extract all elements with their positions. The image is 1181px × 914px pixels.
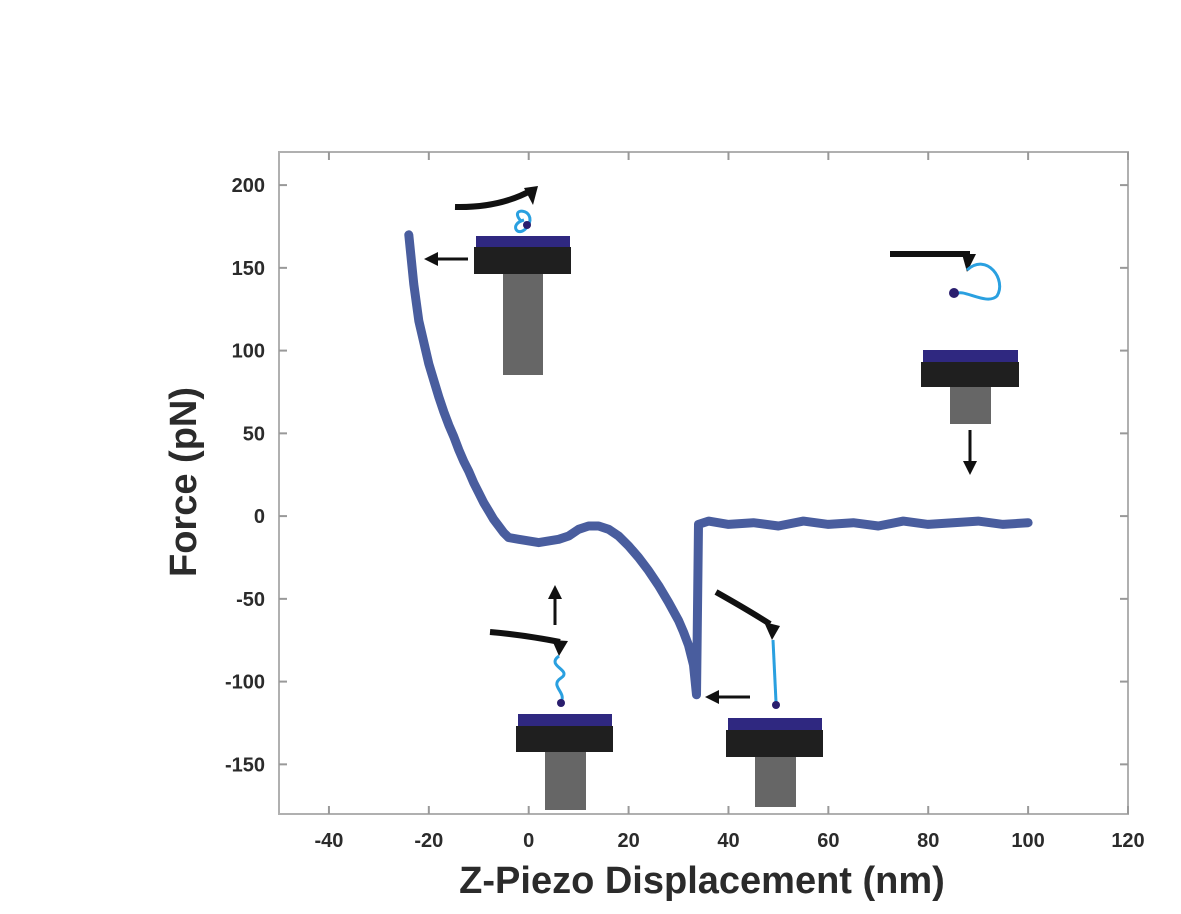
x-tick-label: -40 [314,830,343,852]
stage-column-icon [503,274,543,375]
stage-top-icon [474,247,571,274]
protein-dot-icon [949,288,959,298]
cantilever-icon [714,589,772,627]
y-tick-label: 100 [232,341,265,363]
y-tick-label: 0 [254,506,265,528]
substrate-layer-icon [518,714,612,727]
protein-dot-icon [772,701,780,709]
polymer-strand-icon [771,639,778,703]
protein-dot-icon [557,699,565,707]
plot-frame [278,151,1129,815]
substrate-layer-icon [476,236,570,248]
arrow-left-icon [705,690,719,704]
stage-column-icon [755,757,796,807]
polymer-loop-icon [955,262,1002,301]
x-tick-label: 100 [1011,830,1044,852]
stage-column-icon [950,387,991,424]
cantilever-icon [489,629,561,645]
arrow-to-rupture [705,690,750,704]
stage-top-icon [726,730,823,757]
stage-column-icon [545,752,586,810]
cantilever-icon [454,187,534,211]
force-series-line [404,230,1033,700]
y-tick-label: -150 [225,754,265,776]
arrow-to-peak [424,252,468,266]
arrow-to-baseline-right [963,430,977,475]
x-axis-ticks: -40 -20 0 20 40 60 80 100 120 [314,152,1145,852]
y-tick-label: -50 [236,589,265,611]
arrow-down-icon [963,461,977,475]
stage-top-icon [921,362,1019,387]
y-tick-label: 150 [232,258,265,280]
arrow-to-baseline-left [548,585,562,625]
y-tick-label: 50 [243,423,265,445]
x-tick-label: 80 [917,830,939,852]
x-tick-label: 120 [1111,830,1144,852]
inset-compressed-tip [454,186,571,375]
x-tick-label: 20 [617,830,639,852]
tip-icon [764,622,780,640]
y-tick-label: 200 [232,175,265,197]
inset-detached-tip [890,251,1019,424]
protein-dot-icon [523,221,531,229]
substrate-layer-icon [728,718,822,731]
polymer-loop-icon [553,654,566,703]
arrow-up-icon [548,585,562,599]
tip-icon [962,254,976,272]
tip-icon [524,186,538,205]
inset-rupture-tip [714,589,823,807]
series-layer [404,230,1033,700]
stage-top-icon [516,726,613,752]
x-tick-label: 0 [523,830,534,852]
x-axis-title: Z-Piezo Displacement (nm) [459,860,945,902]
tip-icon [552,640,568,656]
arrow-left-icon [424,252,438,266]
inset-stretching-tip [489,629,613,810]
y-axis-ticks: 200 150 100 50 0 -50 -100 -150 [225,175,1128,776]
x-tick-label: 40 [717,830,739,852]
x-tick-label: -20 [414,830,443,852]
y-tick-label: -100 [225,672,265,694]
y-axis-title: Force (pN) [163,387,205,577]
substrate-layer-icon [923,350,1018,363]
x-tick-label: 60 [817,830,839,852]
